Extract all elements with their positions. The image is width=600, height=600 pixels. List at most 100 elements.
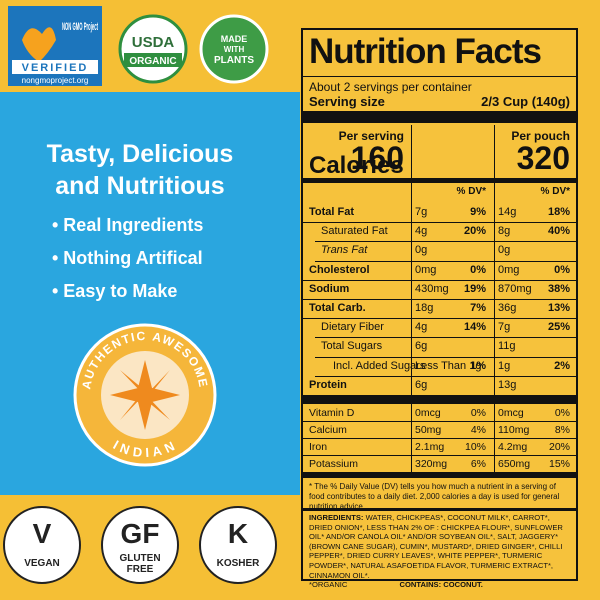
diet-symbol: GF [121, 518, 160, 549]
row-rule [315, 241, 576, 243]
nutrient-name: Total Sugars [321, 340, 383, 353]
row-rule [315, 337, 576, 339]
nutrient-name: Potassium [309, 458, 359, 470]
row-rule [303, 299, 576, 300]
non-gmo-title: NON GMO Project [62, 21, 98, 33]
daily-value: 14% [463, 321, 486, 334]
diet-icon [199, 506, 277, 584]
thick-rule [303, 178, 576, 183]
daily-value: 8% [554, 424, 570, 436]
daily-value: 40% [547, 225, 570, 238]
amount: Less Than 1g [415, 359, 482, 372]
organic-note: *ORGANIC [309, 580, 348, 590]
thick-rule [303, 111, 576, 123]
row-rule [303, 472, 576, 473]
nutrient-name: Dietary Fiber [321, 321, 384, 334]
amount: 0mg [498, 263, 520, 276]
seal-star [110, 360, 180, 430]
amount: 0mcg [498, 407, 524, 419]
column-line [494, 125, 495, 472]
amount: 11g [498, 340, 516, 353]
row-rule [315, 375, 576, 377]
footnote: * The % Daily Value (DV) tells you how m… [309, 482, 560, 511]
amount: 4g [415, 225, 428, 238]
thick-rule [303, 395, 576, 404]
nutrient-name: Total Fat [309, 206, 355, 218]
seal-text: INDIAN [111, 437, 177, 460]
calories: 320 [516, 140, 570, 176]
nutrient-name: Saturated Fat [321, 225, 388, 238]
thick-rule [303, 508, 576, 511]
daily-value: 0% [554, 263, 570, 276]
bullet: • Real Ingredients [52, 215, 203, 235]
column-header: Per serving [338, 129, 404, 143]
column-header: Per pouch [511, 129, 570, 143]
nutrient-name: Trans Fat [321, 244, 368, 257]
daily-value: 9% [470, 206, 486, 218]
amount: 0mcg [415, 407, 441, 419]
daily-value: 0% [470, 407, 486, 419]
bullet: • Easy to Make [52, 281, 177, 301]
calories-label: Calories [309, 152, 404, 179]
daily-value: 2% [554, 359, 570, 372]
contains: CONTAINS: COCONUT. [399, 580, 483, 590]
headline: Tasty, Delicious [47, 140, 234, 168]
daily-value: 20% [548, 441, 570, 453]
diet-label: VEGAN [24, 558, 60, 569]
daily-value: 4% [470, 424, 486, 436]
ingredients: WATER, CHICKPEAS*, COCONUT MILK*, CARROT… [309, 513, 563, 580]
serving-size: 2/3 Cup (140g) [481, 94, 570, 109]
daily-value: 1% [470, 359, 486, 372]
row-rule [303, 395, 576, 396]
diet-icons: V VEGAN GF GLUTEN FREE K KOSHER [3, 506, 277, 584]
daily-value: 19% [463, 282, 486, 295]
daily-value: 7% [470, 302, 486, 314]
usda: USDA [132, 34, 175, 51]
daily-value: 20% [463, 225, 486, 238]
calories: 160 [350, 140, 404, 176]
daily-value: 13% [547, 302, 570, 314]
amount: 36g [498, 302, 517, 314]
daily-value: 38% [547, 282, 570, 295]
daily-value: 25% [547, 321, 570, 334]
organic: ORGANIC [129, 56, 176, 67]
amount: 0mg [415, 263, 437, 276]
row-rule [303, 222, 576, 224]
verified: VERIFIED [22, 62, 89, 74]
diet-symbol: V [33, 518, 52, 549]
url: nongmoproject.org [22, 76, 89, 85]
nutrient-name: Cholesterol [309, 263, 370, 276]
row-rule [303, 438, 576, 439]
servings: About 2 servings per container [309, 80, 472, 94]
plants-text: WITH [224, 45, 245, 54]
daily-value: 10% [464, 441, 486, 453]
daily-value: 18% [547, 206, 570, 218]
daily-value: 6% [470, 458, 486, 470]
daily-value: 0% [470, 263, 486, 276]
amount: 50mg [415, 424, 442, 436]
diet-icon [3, 506, 81, 584]
nutrient-name: Vitamin D [309, 407, 355, 419]
ingredients-label: INGREDIENTS: [309, 513, 364, 522]
amount: 8g [498, 225, 511, 238]
ingredients-block: INGREDIENTS: WATER, CHICKPEAS*, COCONUT … [309, 513, 570, 590]
row-rule [315, 356, 576, 358]
amount: 320mg [415, 458, 448, 470]
nutrient-name: Calcium [309, 424, 347, 436]
nutrient-name: Incl. Added Sugars [333, 359, 426, 372]
amount: 650mg [498, 458, 531, 470]
amount: 0g [498, 244, 511, 257]
verified-strip [12, 60, 98, 74]
nutrient-name: Sodium [309, 282, 350, 295]
rule [303, 76, 576, 77]
amount: 0g [415, 244, 428, 257]
row-rule [303, 279, 576, 281]
plants-text: PLANTS [214, 55, 254, 66]
dv-header: % DV* [540, 186, 570, 197]
organic-strip [124, 53, 182, 67]
amount: 2.1mg [415, 441, 445, 453]
amount: 430mg [415, 282, 449, 295]
amount: 7g [498, 321, 511, 334]
butterfly [22, 27, 56, 62]
